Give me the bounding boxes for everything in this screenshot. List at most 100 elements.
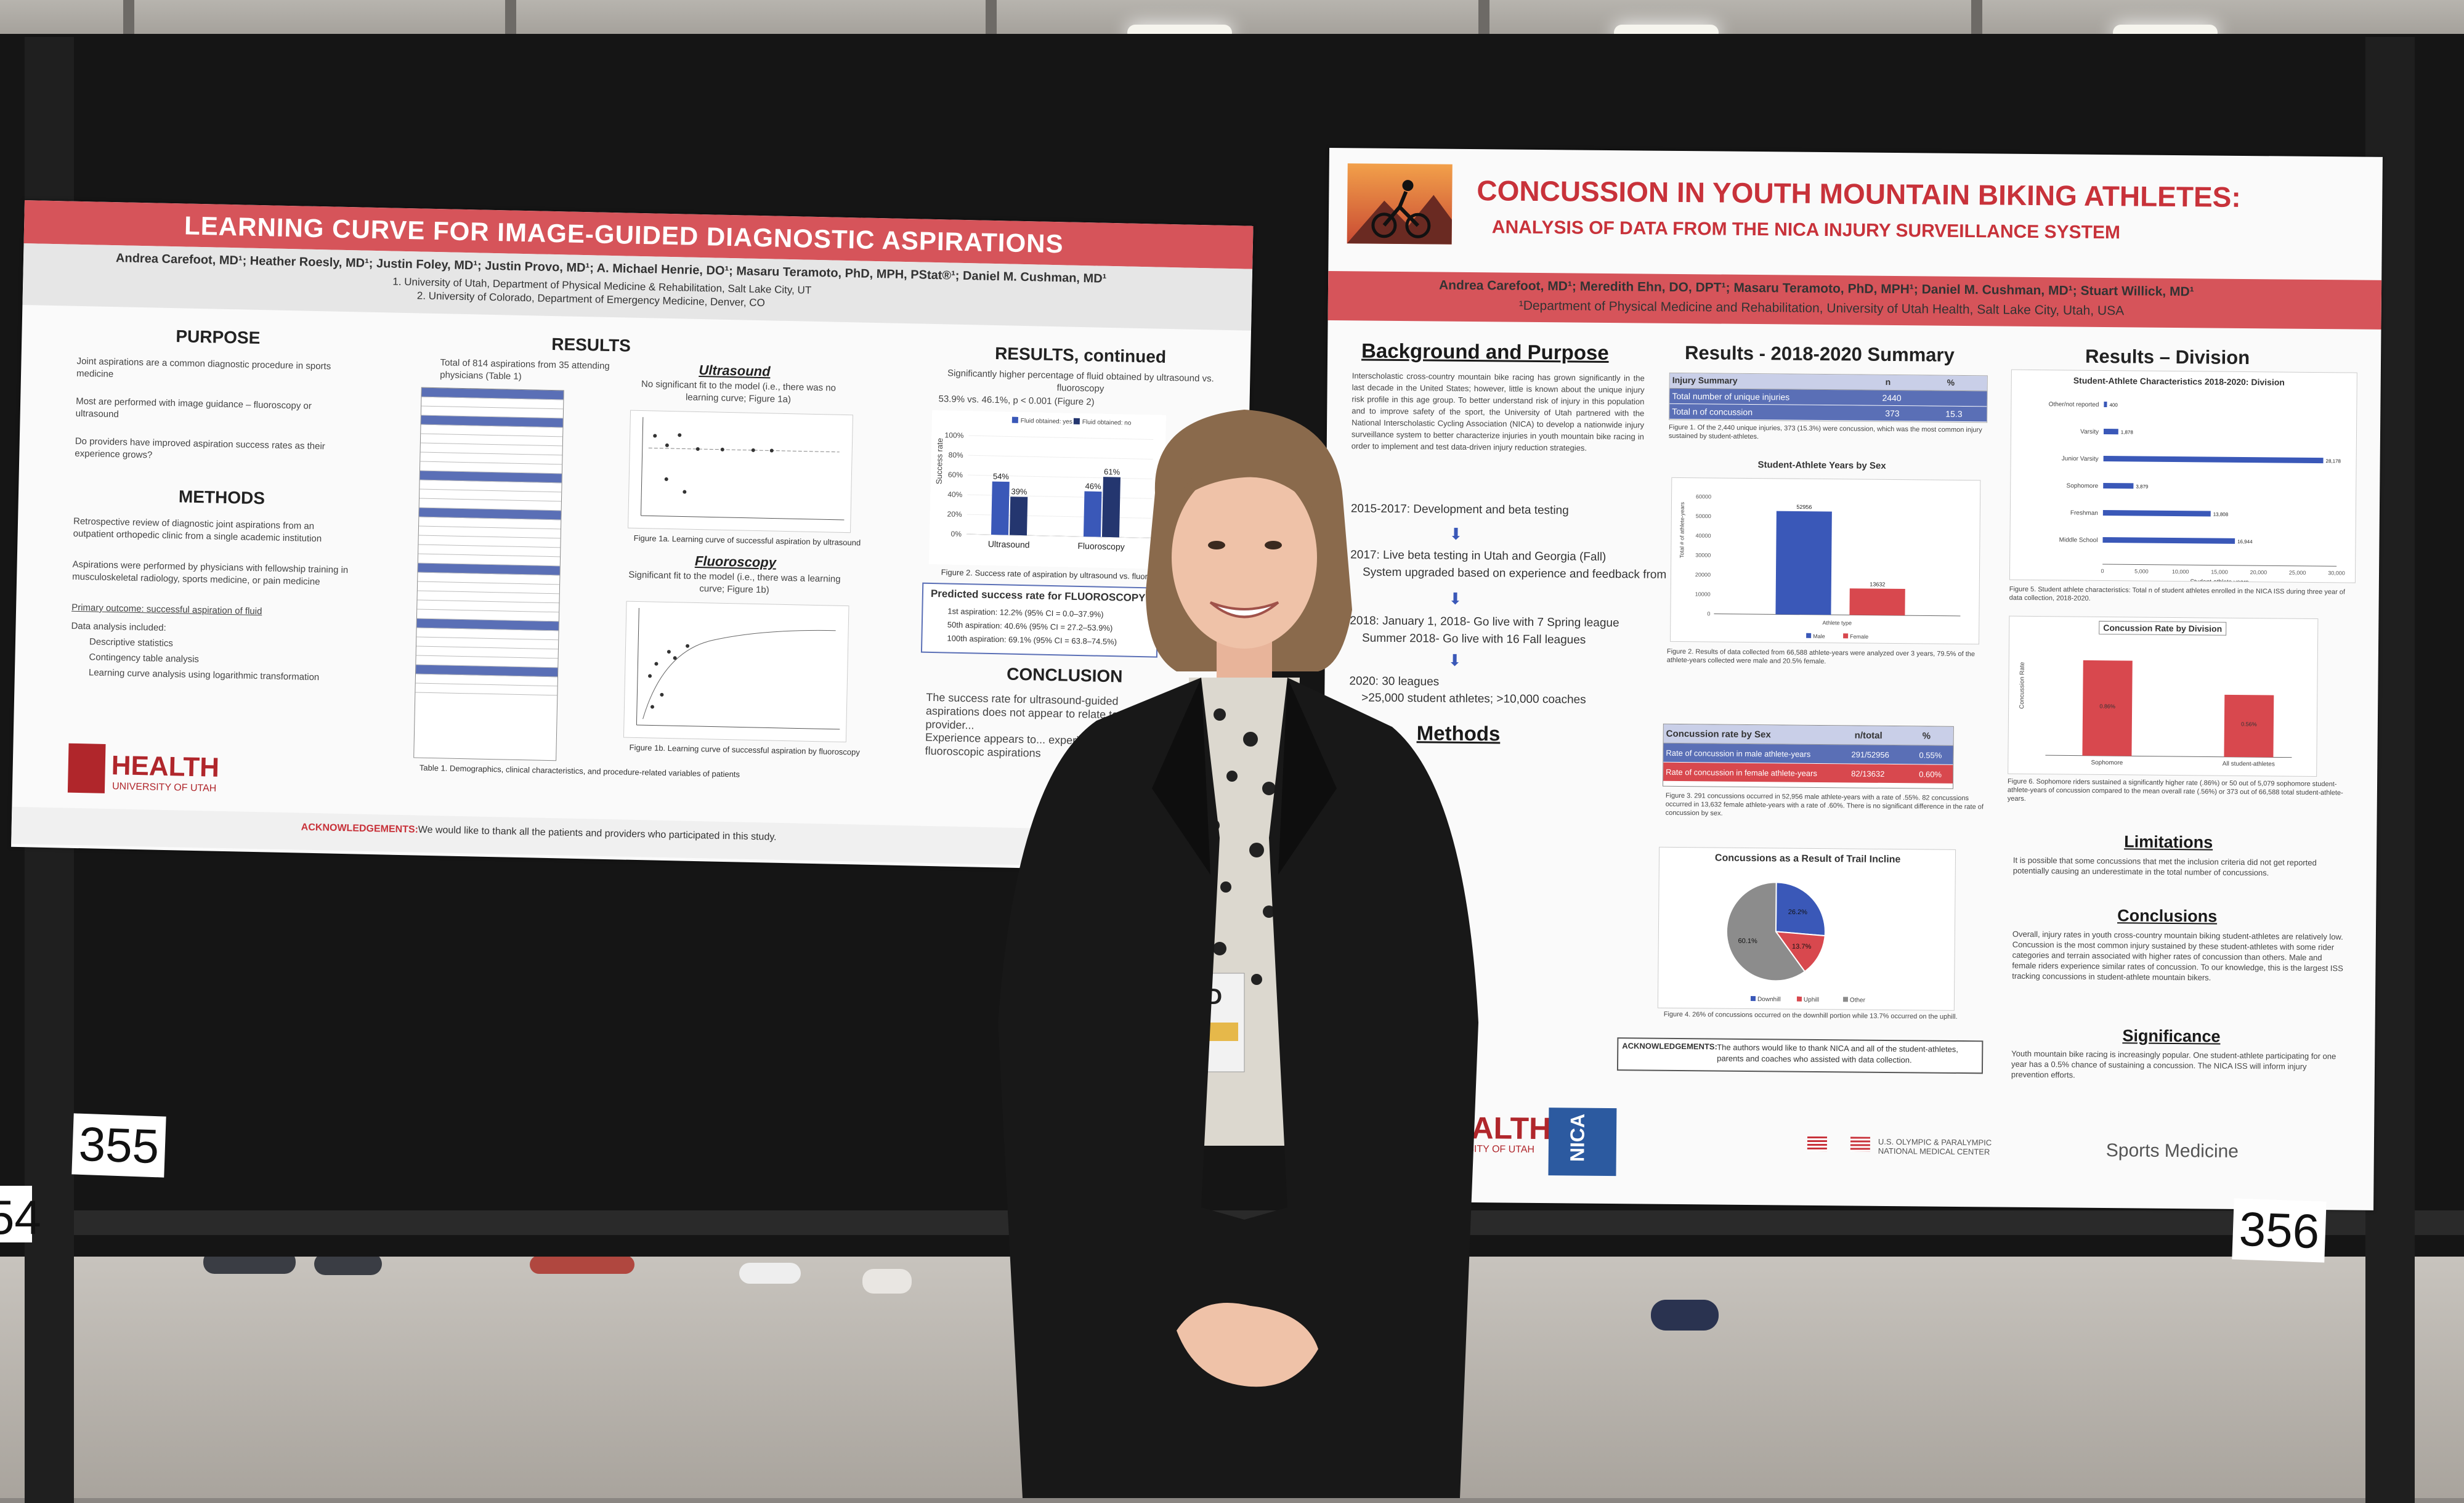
booth-number: 54: [0, 1190, 41, 1244]
section-heading: Conclusions: [2117, 906, 2218, 926]
y-tick-label: Varsity: [2080, 429, 2099, 436]
data-label: 16,944: [2237, 539, 2253, 545]
legend-label: Male: [1813, 633, 1825, 639]
y-tick-label: 0%: [950, 530, 962, 538]
ultrasound-learning-curve: [628, 410, 854, 533]
us-flag-icon: [1807, 1136, 1828, 1152]
pie-chart: 26.2% 13.7% 60.1% Downhill Uphill Other: [1725, 881, 1866, 1004]
y-tick-label: 0: [1707, 610, 1710, 617]
x-tick-label: 30,000: [2328, 570, 2345, 576]
ack-text: The authors would like to thank NICA and…: [1717, 1042, 1959, 1065]
years-by-sex-chart: 0 10000 20000 30000 40000 50000 60000 52956 1363…: [1670, 477, 1981, 645]
smile: [1209, 601, 1279, 618]
x-tick-label: 25,000: [2289, 570, 2306, 576]
legend-swatch: [1073, 418, 1080, 424]
y-axis-label: Concussion Rate: [2019, 662, 2026, 709]
nica-logo-text: NICA: [1566, 1113, 1589, 1162]
bar: [2102, 509, 2211, 517]
table-cell: Rate of concussion in female athlete-yea…: [1666, 767, 1817, 778]
y-tick-label: Freshman: [2070, 510, 2098, 517]
figure-caption: Figure 3. 291 concussions occurred in 52…: [1665, 792, 1984, 817]
bar: [2104, 401, 2107, 408]
section-heading: PURPOSE: [176, 326, 261, 348]
data-label: 3,879: [2136, 484, 2149, 489]
data-label: 54%: [993, 472, 1010, 482]
x-tick-label: 20,000: [2250, 569, 2267, 575]
bar: [1009, 496, 1028, 536]
shoe: [739, 1263, 801, 1284]
gridline: [968, 435, 1154, 440]
chart-title: Fluoroscopy: [694, 553, 777, 570]
table-header-row: Concussion rate by Sex n/total %: [1663, 724, 1953, 746]
y-tick-label: 100%: [944, 431, 963, 440]
y-tick-label: Other/not reported: [2049, 401, 2099, 408]
data-label: 13632: [1870, 581, 1885, 588]
horizontal-bar-chart: Other/not reported 400 Varsity 1,878 Junior …: [2049, 401, 2345, 586]
y-tick-label: 50000: [1696, 513, 1711, 519]
logo-text: HEALTH: [111, 750, 220, 783]
table-row: Rate of concussion in female athlete-yea…: [1663, 762, 1953, 784]
ceiling-truss: [1971, 0, 1982, 43]
legend-swatch: [1011, 416, 1018, 423]
sports-medicine-logo: Sports Medicine: [2105, 1140, 2239, 1162]
y-tick-label: 40000: [1695, 533, 1711, 539]
table-cell: 373: [1885, 408, 1900, 419]
bullet-item: Retrospective review of diagnostic joint…: [73, 516, 322, 545]
y-tick-label: 20%: [947, 509, 962, 519]
table-header-cell: %: [1922, 731, 1931, 742]
conclusions-text: Overall, injury rates in youth cross-cou…: [2012, 929, 2343, 982]
booth-number-card: 355: [71, 1113, 166, 1178]
pie-slice: [1725, 881, 1806, 982]
lapel: [1278, 678, 1337, 875]
chart-title: Concussion Rate by Division: [2099, 620, 2227, 636]
data-label: 46%: [1085, 482, 1101, 492]
booth-number: 355: [78, 1116, 160, 1174]
table-header-cell: n/total: [1854, 730, 1882, 741]
jacket: [998, 678, 1478, 1498]
bar: [2103, 482, 2134, 489]
x-tick-label: All student-athletes: [2223, 761, 2275, 768]
legend-label: Fluid obtained: yes: [1021, 418, 1072, 426]
bullet-item: Most are performed with image guidance –…: [75, 395, 312, 420]
mountain-bike-image: [1347, 163, 1453, 245]
y-tick-label: 10000: [1695, 591, 1711, 598]
table-cell: Rate of concussion in male athlete-years: [1666, 748, 1811, 759]
table-cell: 0.60%: [1919, 769, 1942, 779]
sub-item: Contingency table analysis: [89, 652, 200, 665]
data-label: 0.56%: [2241, 721, 2257, 727]
table-row: Total n of concussion 373 15.3: [1669, 403, 1987, 422]
section-heading: Limitations: [2124, 832, 2213, 852]
ack-label: ACKNOWLEDGEMENTS:: [1622, 1041, 1717, 1051]
demographics-table: [413, 387, 564, 761]
bar-chart: Concussion Rate 0.86% Sophomore 0.56% All st…: [2019, 660, 2292, 768]
table-header-cell: n: [1885, 376, 1891, 387]
y-tick-label: 60%: [948, 470, 963, 479]
bullet-item: Joint aspirations are a common diagnosti…: [76, 355, 331, 380]
booth-number: 356: [2238, 1201, 2320, 1259]
poster-right: CONCUSSION IN YOUTH MOUNTAIN BIKING ATHL…: [1320, 148, 2383, 1210]
chart-subtitle: No significant fit to the model (i.e., t…: [641, 379, 837, 405]
legend-swatch: [1842, 997, 1849, 1002]
pie-slice: [1775, 881, 1826, 937]
data-label: 0.86%: [2099, 703, 2115, 710]
x-axis: [2102, 564, 2337, 567]
ceiling-truss: [123, 0, 134, 43]
bar: [1083, 491, 1102, 537]
logo-subtext: UNIVERSITY OF UTAH: [111, 781, 217, 794]
x-tick-label: 15,000: [2211, 569, 2228, 575]
shoe: [1651, 1300, 1719, 1331]
figure-caption: Figure 1b. Learning curve of successful …: [629, 742, 861, 757]
success-rate-chart: 0% 20% 40% 60% 80% 100% Success rate 54% 39% Ultr…: [928, 410, 1167, 569]
data-label: 400: [2109, 402, 2118, 408]
section-heading: Background and Purpose: [1361, 339, 1609, 364]
x-tick-label: Sophomore: [2091, 760, 2123, 766]
bullet-item: Do providers have improved aspiration su…: [75, 436, 325, 461]
section-heading: RESULTS, continued: [994, 344, 1167, 367]
section-heading: Significance: [2122, 1026, 2221, 1046]
table-header-cell: Injury Summary: [1672, 375, 1738, 386]
presenter: D: [998, 407, 1485, 1498]
data-label: 61%: [1104, 467, 1121, 477]
nica-logo: NICA: [1548, 1108, 1617, 1177]
limitations-text: It is possible that some concussions tha…: [2012, 855, 2317, 878]
figure-caption: Figure 1a. Learning curve of successful …: [633, 533, 861, 548]
